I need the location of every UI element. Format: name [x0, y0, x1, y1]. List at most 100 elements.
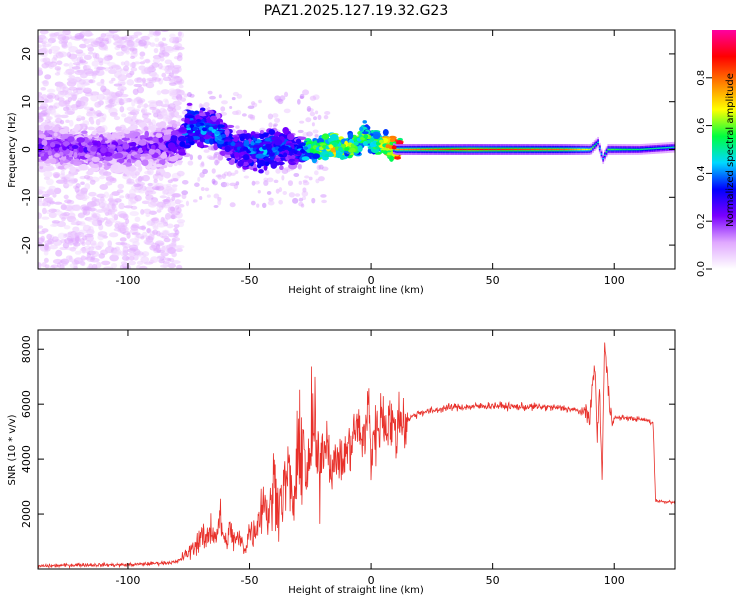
noise-blob [96, 112, 104, 117]
noise-blob [169, 206, 176, 212]
band-blob [141, 159, 149, 167]
noise-blob [168, 37, 178, 44]
noise-blob [309, 111, 316, 117]
noise-blob [41, 94, 48, 100]
noise-blob [118, 93, 129, 98]
noise-blob [166, 223, 174, 229]
band-blob [143, 126, 149, 132]
band-blob [38, 145, 43, 153]
noise-blob [121, 113, 127, 118]
noise-blob [202, 168, 208, 175]
noise-blob [142, 82, 148, 87]
ridge-blob [230, 142, 236, 147]
noise-blob [161, 245, 166, 252]
noise-blob [52, 258, 63, 265]
noise-blob [68, 78, 76, 82]
line-cell [639, 148, 642, 151]
noise-blob [299, 95, 304, 99]
noise-blob [97, 241, 104, 248]
line-cell [525, 148, 528, 151]
spectrogram-x-tick-label: -50 [241, 274, 259, 287]
noise-blob [132, 108, 140, 113]
band-blob [243, 154, 250, 161]
line-cell [602, 157, 605, 160]
spectrogram-x-tick-label: -100 [115, 274, 140, 287]
band-blob [394, 156, 402, 160]
line-cell [510, 148, 513, 151]
noise-blob [284, 91, 289, 98]
ridge-blob [369, 137, 375, 142]
noise-blob [38, 225, 44, 229]
noise-blob [160, 89, 170, 95]
snr-x-tick-label: 0 [368, 574, 375, 587]
spectrogram-cells [38, 30, 675, 269]
noise-blob [43, 250, 49, 256]
band-blob [279, 157, 286, 162]
noise-blob [131, 100, 136, 107]
ridge-blob [214, 130, 220, 135]
band-blob [205, 111, 210, 116]
noise-blob [278, 199, 284, 205]
band-blob [159, 121, 167, 128]
noise-blob [170, 177, 179, 182]
ridge-blob [243, 146, 249, 151]
line-cell [423, 148, 426, 151]
band-blob [252, 137, 258, 142]
noise-blob [96, 93, 105, 101]
line-cell [546, 148, 548, 151]
noise-blob [45, 98, 54, 103]
noise-blob [181, 193, 187, 200]
line-cell [539, 148, 542, 151]
band-blob [62, 146, 67, 151]
ridge-blob [300, 148, 306, 153]
band-blob [128, 121, 137, 125]
noise-blob [148, 121, 154, 128]
line-cell [569, 148, 572, 151]
noise-blob [323, 114, 329, 120]
noise-blob [99, 183, 109, 191]
noise-blob [57, 232, 66, 240]
noise-blob [62, 242, 70, 249]
ridge-blob [341, 143, 347, 148]
noise-blob [320, 194, 327, 198]
band-blob [130, 147, 137, 151]
noise-blob [143, 208, 152, 214]
noise-blob [48, 244, 58, 250]
line-cell [649, 148, 652, 150]
noise-blob [172, 45, 180, 51]
band-blob [141, 146, 147, 152]
band-blob [59, 128, 68, 135]
line-cell [399, 148, 402, 151]
noise-blob [199, 162, 205, 168]
noise-blob [133, 183, 142, 188]
noise-blob [40, 30, 46, 37]
noise-blob [207, 145, 215, 151]
band-blob [237, 160, 244, 167]
noise-blob [150, 256, 159, 263]
band-blob [138, 165, 143, 172]
noise-blob [114, 220, 121, 225]
band-blob [90, 146, 98, 152]
noise-blob [56, 85, 62, 92]
line-cell [573, 148, 576, 151]
noise-blob [141, 200, 150, 205]
noise-blob [156, 90, 162, 96]
noise-blob [62, 261, 69, 266]
noise-blob [50, 109, 57, 116]
band-blob [273, 138, 283, 146]
noise-blob [90, 91, 100, 96]
noise-blob [132, 88, 139, 95]
noise-blob [94, 198, 100, 202]
line-cell [619, 148, 622, 151]
noise-blob [115, 51, 124, 57]
line-cell [524, 148, 526, 151]
noise-blob [263, 180, 269, 186]
noise-blob [156, 209, 162, 213]
noise-blob [128, 244, 139, 251]
band-blob [114, 135, 123, 139]
noise-blob [273, 117, 281, 123]
band-blob [73, 151, 78, 159]
noise-blob [79, 59, 87, 64]
line-cell [547, 148, 550, 151]
noise-blob [48, 48, 53, 55]
